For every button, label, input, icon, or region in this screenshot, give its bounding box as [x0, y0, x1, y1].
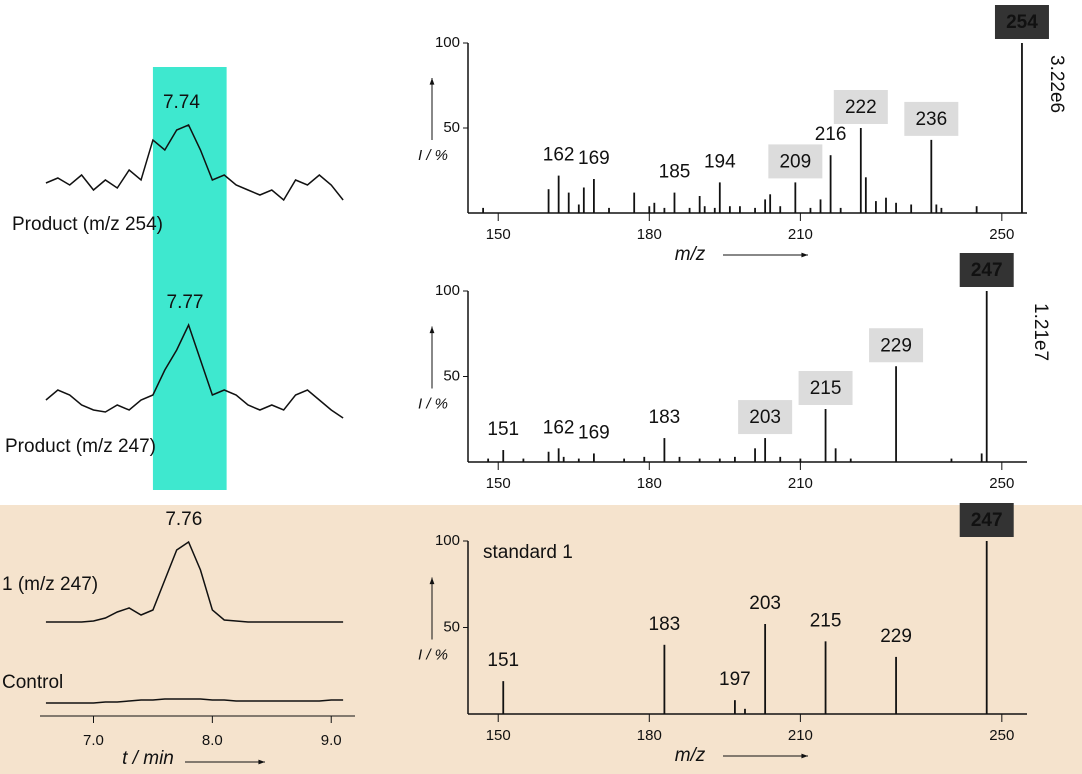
y-axis-label: I / %	[418, 147, 448, 164]
peak-label: 229	[880, 626, 912, 647]
peak-label: 222	[845, 97, 877, 118]
peak-label: 203	[749, 593, 781, 614]
x-tick-label: 8.0	[202, 732, 223, 749]
label-box	[798, 370, 853, 405]
peak-label: 7.74	[163, 92, 200, 113]
label-box	[959, 503, 1014, 537]
peak-label: 209	[779, 151, 811, 172]
label-box	[904, 101, 959, 136]
x-tick-label: 180	[637, 475, 662, 492]
trace	[45, 698, 344, 704]
x-tick-label: 210	[788, 475, 813, 492]
x-tick-label: 210	[788, 727, 813, 744]
peak-label: 197	[719, 669, 751, 690]
trace	[45, 323, 344, 419]
arrow-head	[258, 759, 265, 765]
x-tick-label: 250	[989, 475, 1014, 492]
peak-label: 229	[880, 335, 912, 356]
peak-label: 247	[971, 260, 1003, 281]
trace-label: 1 (m/z 247)	[2, 574, 98, 595]
arrow-head	[429, 577, 435, 585]
x-axis-label: m/z	[675, 745, 706, 766]
label-box	[959, 253, 1014, 287]
peak-label: 254	[1006, 12, 1038, 33]
label-box	[994, 5, 1049, 39]
peak-label: 7.77	[167, 292, 204, 313]
x-tick-label: 9.0	[321, 732, 342, 749]
trace	[45, 124, 344, 202]
annotation: standard 1	[483, 542, 573, 563]
x-tick-label: 250	[989, 727, 1014, 744]
y-axis-label: I / %	[418, 395, 448, 412]
x-tick-label: 180	[637, 226, 662, 243]
peak-label: 183	[649, 407, 681, 428]
peak-label: 203	[749, 407, 781, 428]
highlight-band	[152, 67, 227, 490]
y-tick-label: 50	[443, 618, 460, 635]
y-tick-label: 100	[435, 532, 460, 549]
trace	[45, 540, 344, 623]
x-axis-label: m/z	[675, 244, 706, 265]
standard-panel	[0, 505, 1082, 774]
trace-label: Control	[2, 672, 63, 693]
peak-label: 236	[915, 109, 947, 130]
peak-label: 185	[659, 162, 691, 183]
peak-label: 169	[578, 422, 610, 443]
peak-label: 194	[704, 151, 736, 172]
label-box	[768, 144, 823, 179]
peak-label: 162	[543, 417, 575, 438]
y-tick-label: 100	[435, 282, 460, 299]
x-tick-label: 150	[486, 475, 511, 492]
y-tick-label: 50	[443, 119, 460, 136]
x-tick-label: 150	[486, 226, 511, 243]
scale-label: 1.21e7	[1030, 303, 1051, 361]
arrow-head	[429, 78, 435, 85]
y-tick-label: 100	[435, 34, 460, 51]
y-tick-label: 50	[443, 367, 460, 384]
scale-label: 3.22e6	[1046, 55, 1067, 113]
x-tick-label: 210	[788, 226, 813, 243]
x-axis-label: t / min	[122, 748, 174, 769]
x-tick-label: 250	[989, 226, 1014, 243]
peak-label: 169	[578, 148, 610, 169]
trace-label: Product (m/z 247)	[5, 436, 156, 457]
peak-label: 215	[810, 610, 842, 631]
peak-label: 216	[815, 124, 847, 145]
peak-label: 162	[543, 145, 575, 166]
peak-label: 247	[971, 510, 1003, 531]
peak-label: 215	[810, 378, 842, 399]
arrow-head	[429, 326, 435, 334]
arrow-head	[801, 753, 808, 759]
label-box	[833, 90, 888, 124]
label-box	[869, 328, 924, 363]
peak-label: 7.76	[165, 509, 202, 530]
label-box	[738, 400, 793, 435]
peak-label: 183	[649, 614, 681, 635]
x-tick-label: 180	[637, 727, 662, 744]
trace-label: Product (m/z 254)	[12, 214, 163, 235]
arrow-head	[801, 252, 808, 258]
x-tick-label: 150	[486, 727, 511, 744]
peak-label: 151	[487, 650, 519, 671]
y-axis-label: I / %	[418, 646, 448, 663]
peak-label: 151	[487, 419, 519, 440]
x-tick-label: 7.0	[83, 732, 104, 749]
